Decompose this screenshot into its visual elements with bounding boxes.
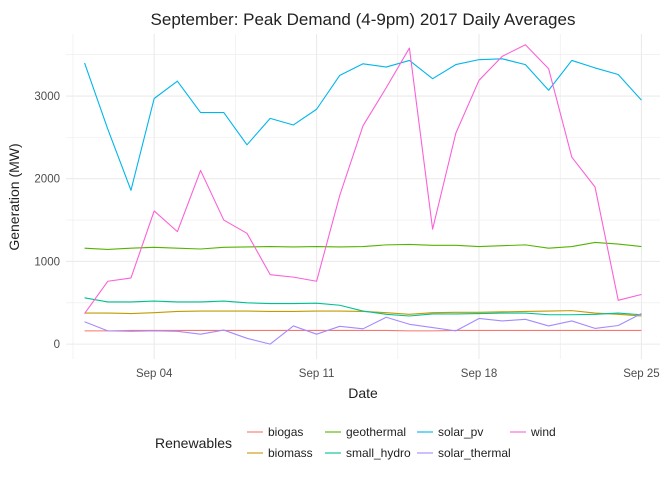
y-axis-title: Generation (MW) [6, 143, 22, 250]
legend-item-geothermal: geothermal [325, 425, 406, 439]
legend-label: wind [530, 425, 556, 439]
legend-title: Renewables [155, 435, 232, 451]
legend-item-solar_pv: solar_pv [417, 425, 483, 439]
y-tick-label: 1000 [34, 256, 60, 268]
series-line-solar_pv [84, 58, 642, 191]
grid [66, 34, 660, 359]
series-line-geothermal [84, 241, 642, 250]
x-tick-label: Sep 18 [461, 368, 497, 380]
x-axis-title: Date [348, 385, 378, 401]
x-tick-label: Sep 25 [623, 368, 659, 380]
chart-title: September: Peak Demand (4-9pm) 2017 Dail… [151, 10, 576, 29]
legend-label: solar_pv [438, 425, 483, 439]
legend-label: biogas [268, 425, 303, 439]
series-lines [84, 44, 642, 345]
legend-item-biogas: biogas [247, 425, 303, 439]
series-line-wind [84, 44, 642, 314]
legend-item-biomass: biomass [247, 446, 313, 460]
legend-item-small_hydro: small_hydro [325, 446, 411, 460]
legend-item-solar_thermal: solar_thermal [417, 446, 511, 460]
y-axis-ticks: 0 1000 2000 3000 [34, 91, 60, 351]
legend-label: biomass [268, 446, 313, 460]
legend: biogas biomass geothermal small_hydro solar_… [247, 425, 556, 460]
y-tick-label: 2000 [34, 174, 60, 186]
x-tick-label: Sep 11 [299, 368, 335, 380]
legend-label: geothermal [346, 425, 406, 439]
legend-item-wind: wind [510, 425, 556, 439]
x-tick-label: Sep 04 [136, 368, 173, 380]
legend-label: small_hydro [346, 446, 411, 460]
legend-label: solar_thermal [438, 446, 511, 460]
series-line-small_hydro [84, 297, 642, 317]
y-tick-label: 0 [54, 339, 60, 351]
series-line-solar_thermal [84, 313, 642, 345]
y-tick-label: 3000 [34, 91, 60, 103]
x-axis-ticks: Sep 04 Sep 11 Sep 18 Sep 25 [136, 368, 660, 380]
